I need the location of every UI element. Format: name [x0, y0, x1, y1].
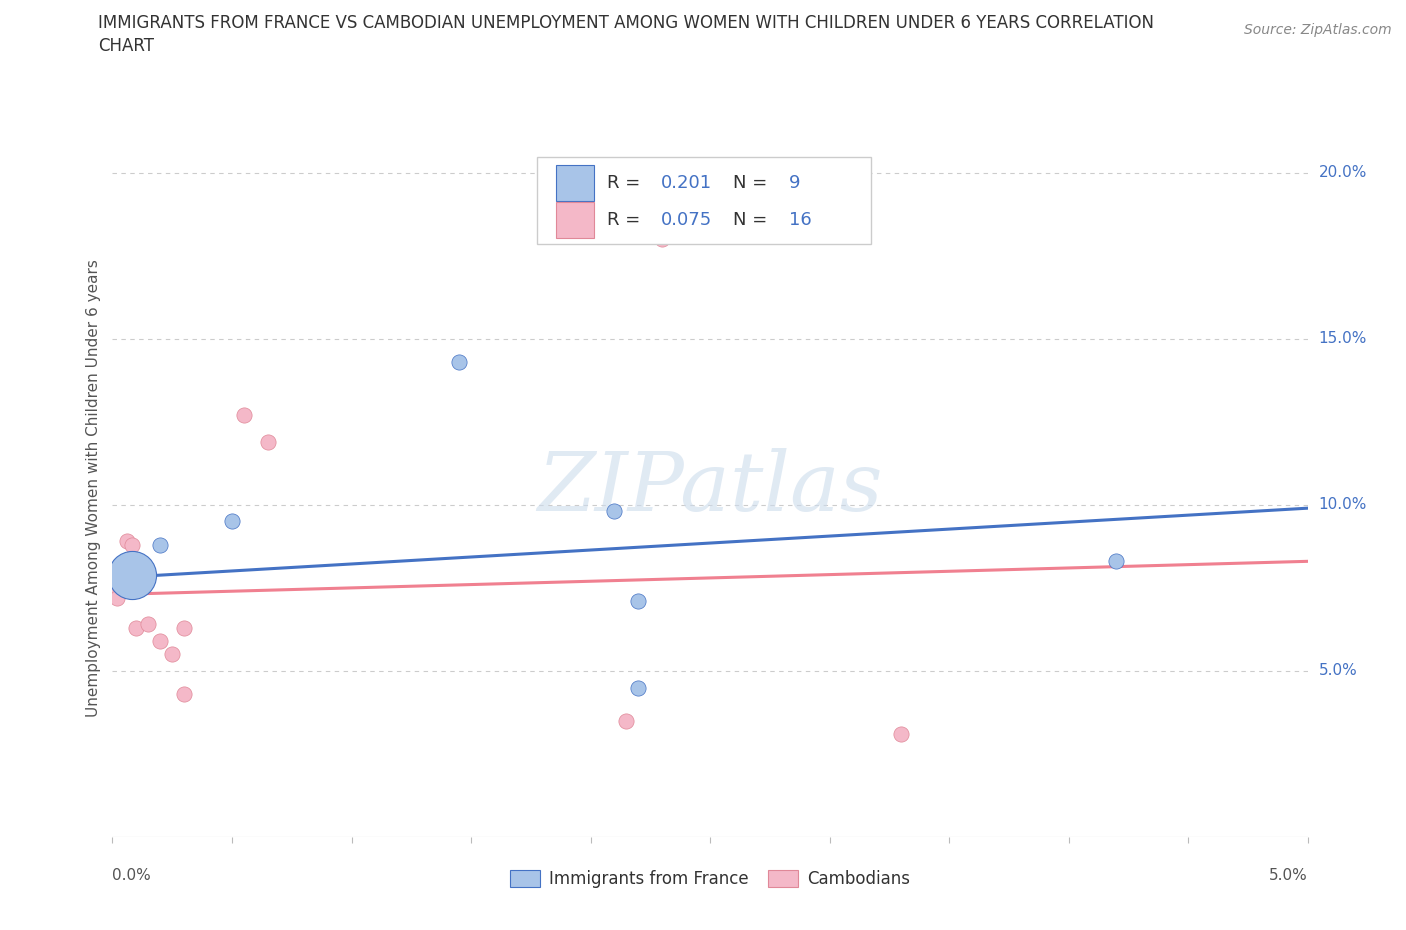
Text: 0.0%: 0.0% [112, 868, 152, 883]
Point [105, 591, 128, 605]
Point [232, 407, 256, 422]
Point [162, 647, 183, 662]
Text: 16: 16 [789, 211, 811, 229]
Point [121, 567, 143, 582]
Point [173, 620, 195, 635]
FancyBboxPatch shape [555, 165, 595, 201]
Point [121, 557, 143, 572]
Point [149, 633, 172, 648]
Text: 0.075: 0.075 [661, 211, 713, 229]
Text: N =: N = [733, 211, 773, 229]
Text: ZIPatlas: ZIPatlas [537, 448, 883, 528]
Point [115, 534, 138, 549]
Point [221, 514, 243, 529]
Point [111, 570, 134, 585]
Point [614, 713, 637, 728]
Text: 20.0%: 20.0% [1319, 166, 1367, 180]
Text: 5.0%: 5.0% [1268, 868, 1308, 883]
Point [1105, 554, 1128, 569]
Legend: Immigrants from France, Cambodians: Immigrants from France, Cambodians [503, 863, 917, 895]
Point [125, 620, 148, 635]
Text: 9: 9 [789, 174, 800, 192]
Point [603, 504, 626, 519]
Text: R =: R = [607, 211, 647, 229]
Text: Source: ZipAtlas.com: Source: ZipAtlas.com [1244, 23, 1392, 37]
Text: 5.0%: 5.0% [1319, 663, 1357, 678]
Text: IMMIGRANTS FROM FRANCE VS CAMBODIAN UNEMPLOYMENT AMONG WOMEN WITH CHILDREN UNDER: IMMIGRANTS FROM FRANCE VS CAMBODIAN UNEM… [98, 14, 1154, 32]
Text: 15.0%: 15.0% [1319, 331, 1367, 346]
FancyBboxPatch shape [555, 202, 595, 238]
Point [651, 232, 673, 246]
FancyBboxPatch shape [537, 157, 872, 245]
Point [138, 617, 160, 631]
Text: N =: N = [733, 174, 773, 192]
Point [627, 680, 650, 695]
Point [890, 726, 912, 741]
Point [173, 686, 195, 701]
Point [447, 354, 470, 369]
Point [149, 538, 172, 552]
Point [105, 580, 128, 595]
Point [627, 593, 650, 608]
Text: R =: R = [607, 174, 647, 192]
Point [111, 557, 134, 572]
Text: 10.0%: 10.0% [1319, 498, 1367, 512]
Text: CHART: CHART [98, 37, 155, 55]
Point [121, 538, 143, 552]
Y-axis label: Unemployment Among Women with Children Under 6 years: Unemployment Among Women with Children U… [86, 259, 101, 717]
Point [257, 434, 280, 449]
Text: 0.201: 0.201 [661, 174, 713, 192]
